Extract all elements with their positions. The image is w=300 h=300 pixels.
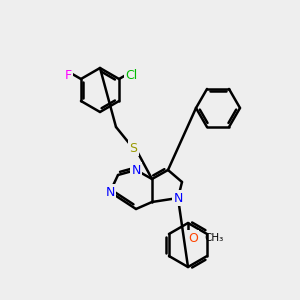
Text: O: O [188,232,198,244]
Text: N: N [173,191,183,205]
Text: F: F [65,69,72,82]
Text: CH₃: CH₃ [204,233,223,243]
Text: Cl: Cl [125,69,138,82]
Text: N: N [105,185,115,199]
Text: S: S [129,142,137,154]
Text: N: N [131,164,141,176]
